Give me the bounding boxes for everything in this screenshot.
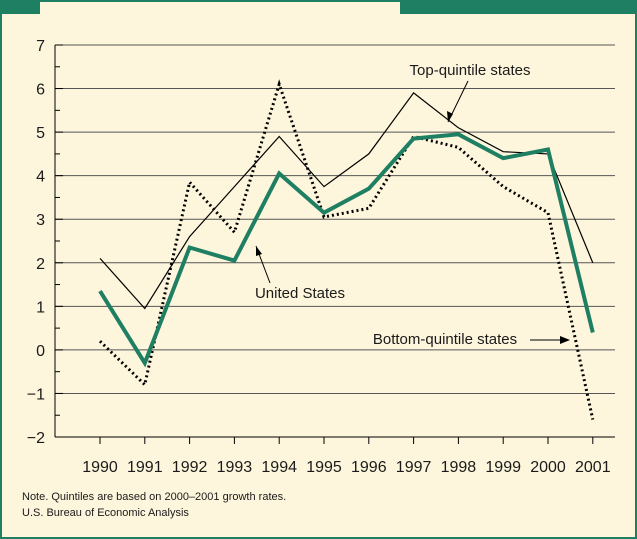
x-tick-label: 1999 (485, 459, 521, 476)
grid (55, 44, 615, 394)
x-tick-label: 1990 (82, 459, 118, 476)
y-tick-label: 4 (36, 169, 45, 186)
series-lines (98, 79, 595, 420)
x-tick-label: 1996 (351, 459, 387, 476)
series-line-0 (99, 92, 594, 310)
annotation-top-arrowhead (447, 111, 453, 122)
x-tick-label: 1992 (172, 459, 208, 476)
annotation-united-states: United States (255, 285, 345, 302)
annotation-bottom-arrowhead (560, 336, 570, 344)
y-tick-label: 1 (36, 299, 45, 316)
x-tick-label: 1994 (261, 459, 297, 476)
y-tick-label: −2 (27, 430, 45, 447)
x-tick-label: 1995 (306, 459, 342, 476)
x-tick-label: 1993 (217, 459, 253, 476)
x-tick-labels: 1990 1991 1992 1993 1994 1995 1996 1997 1998 1999… (82, 459, 610, 476)
y-tick-labels: 7 6 5 4 3 2 1 0 −1 −2 (27, 38, 45, 447)
series-line-1 (98, 132, 595, 368)
y-tick-label: 0 (36, 343, 45, 360)
axes (54, 44, 615, 444)
y-tick-label: 3 (36, 212, 45, 229)
x-tick-label: 1991 (127, 459, 163, 476)
annotation-us-arrowhead (256, 246, 262, 256)
y-tick-label: 5 (36, 125, 45, 142)
series-line-2 (98, 79, 595, 420)
annotation-top-quintile: Top-quintile states (410, 62, 531, 79)
annotation-bottom-quintile: Bottom-quintile states (373, 331, 517, 348)
y-tick-label: −1 (27, 386, 45, 403)
y-tick-label: 7 (36, 38, 45, 55)
y-tick-label: 6 (36, 82, 45, 99)
footnote-note: Note. Quintiles are based on 2000–2001 g… (22, 491, 287, 503)
y-tick-label: 2 (36, 256, 45, 273)
x-tick-label: 1997 (396, 459, 432, 476)
header-bar (0, 0, 637, 14)
x-tick-label: 2001 (575, 459, 611, 476)
annotations: Top-quintile states United States Bottom… (255, 62, 570, 348)
x-tick-label: 2000 (530, 459, 566, 476)
x-tick-label: 1998 (441, 459, 477, 476)
footnote-source: U.S. Bureau of Economic Analysis (22, 507, 189, 519)
